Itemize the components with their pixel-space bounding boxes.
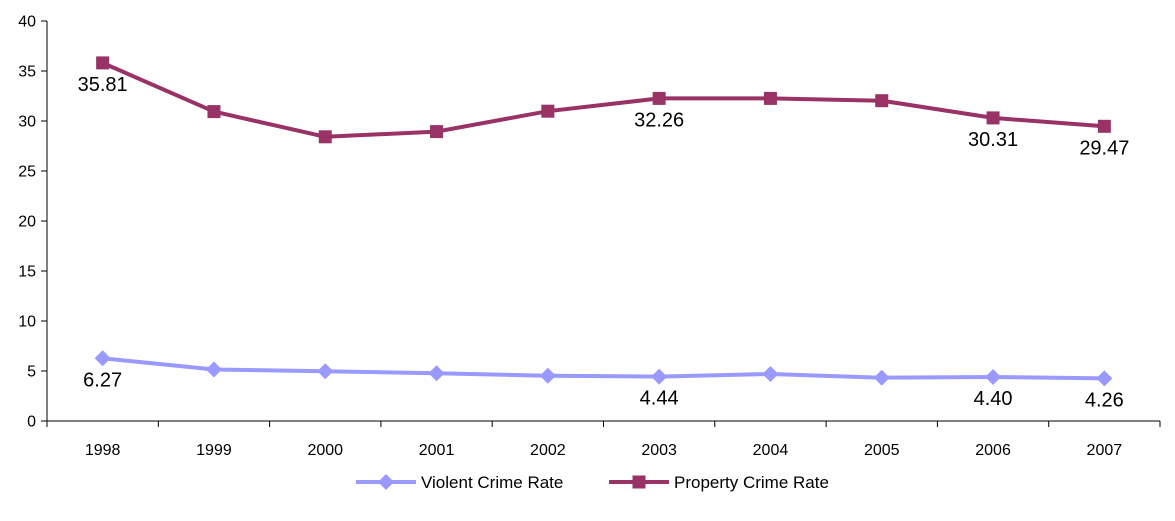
violent-crime-rate-data-label: 6.27 bbox=[83, 369, 122, 391]
violent-crime-rate-point bbox=[651, 368, 668, 385]
property-crime-rate-point bbox=[541, 104, 555, 118]
violent-crime-rate-data-label: 4.44 bbox=[640, 388, 679, 410]
y-tick-label: 30 bbox=[18, 114, 36, 131]
x-tick-label: 2006 bbox=[975, 442, 1011, 459]
property-crime-rate-point bbox=[96, 56, 110, 70]
violent-crime-rate-data-label: 4.40 bbox=[974, 388, 1013, 410]
data-labels: 6.27 4.44 4.40 4.26 35.81 32.26 30.31 29.47 bbox=[78, 74, 1130, 411]
y-tick-label: 20 bbox=[18, 214, 36, 231]
y-axis-tick-labels: 0 5 10 15 20 25 30 35 40 bbox=[18, 14, 36, 431]
y-tick-label: 25 bbox=[18, 164, 36, 181]
property-crime-rate-point bbox=[430, 125, 444, 139]
violent-crime-rate-point bbox=[985, 369, 1002, 385]
violent-crime-rate-line bbox=[102, 356, 1105, 381]
violent-crime-rate-point bbox=[205, 361, 222, 378]
property-crime-rate-data-label: 29.47 bbox=[1079, 137, 1129, 159]
violent-crime-rate-point bbox=[317, 363, 334, 380]
x-tick-label: 2002 bbox=[530, 442, 566, 459]
series-markers bbox=[94, 56, 1113, 387]
x-tick-label: 1998 bbox=[85, 442, 121, 459]
violent-crime-rate-point bbox=[873, 369, 890, 386]
property-crime-rate-legend-marker bbox=[632, 475, 646, 489]
property-crime-rate-point bbox=[875, 94, 889, 108]
x-tick-label: 2003 bbox=[641, 442, 677, 459]
violent-crime-rate-point bbox=[1096, 370, 1113, 387]
violent-crime-rate-point bbox=[94, 350, 111, 367]
y-tick-label: 5 bbox=[27, 364, 36, 381]
property-crime-rate-point bbox=[763, 91, 777, 105]
property-crime-rate-line bbox=[101, 61, 1105, 139]
violent-crime-rate-point bbox=[539, 367, 556, 384]
y-tick-label: 35 bbox=[18, 64, 36, 81]
property-crime-rate-point bbox=[318, 130, 332, 144]
x-tick-label: 1999 bbox=[196, 442, 232, 459]
axes bbox=[41, 20, 1161, 427]
property-crime-rate-data-label: 32.26 bbox=[634, 109, 684, 131]
x-axis-tick-labels: 1998 1999 2000 2001 2002 2003 2004 2005 2006 2007 bbox=[85, 442, 1122, 459]
x-tick-label: 2001 bbox=[419, 442, 455, 459]
x-tick-label: 2004 bbox=[753, 442, 789, 459]
y-tick-label: 40 bbox=[18, 14, 36, 31]
legend: Violent Crime Rate Property Crime Rate bbox=[356, 473, 829, 492]
property-crime-rate-data-label: 35.81 bbox=[78, 74, 128, 96]
property-crime-rate-point bbox=[1097, 119, 1111, 133]
property-crime-rate-point bbox=[652, 91, 666, 105]
violent-crime-rate-data-label: 4.26 bbox=[1085, 389, 1124, 411]
y-tick-label: 0 bbox=[27, 414, 36, 431]
violent-crime-rate-point bbox=[762, 366, 779, 382]
violent-crime-rate-legend-label: Violent Crime Rate bbox=[421, 473, 563, 492]
property-crime-rate-legend-label: Property Crime Rate bbox=[674, 473, 829, 492]
x-tick-label: 2000 bbox=[307, 442, 343, 459]
y-tick-label: 15 bbox=[18, 264, 36, 281]
property-crime-rate-point bbox=[207, 105, 221, 119]
y-tick-label: 10 bbox=[18, 314, 36, 331]
x-tick-label: 2007 bbox=[1087, 442, 1123, 459]
violent-crime-rate-legend-marker bbox=[378, 474, 394, 490]
property-crime-rate-data-label: 30.31 bbox=[968, 129, 1018, 151]
property-crime-rate-point bbox=[986, 111, 1000, 125]
x-tick-label: 2005 bbox=[864, 442, 900, 459]
series-lines bbox=[101, 61, 1105, 381]
violent-crime-rate-point bbox=[428, 365, 445, 382]
